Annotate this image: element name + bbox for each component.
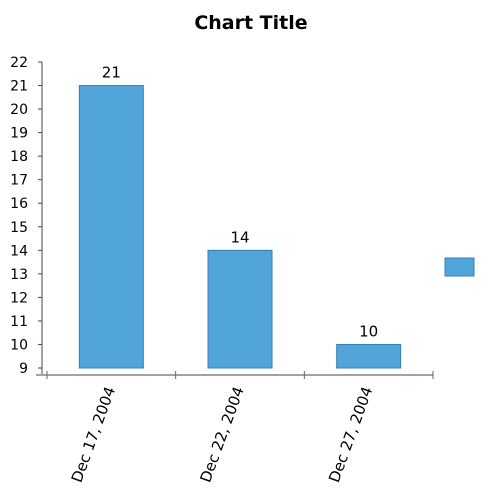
y-tick-label: 13 bbox=[10, 267, 28, 283]
bar bbox=[78, 85, 144, 369]
chart-title: Chart Title bbox=[194, 12, 307, 34]
legend-swatch bbox=[444, 257, 475, 277]
x-axis: Dec 17, 2004 Dec 22, 2004 Dec 27, 2004 bbox=[36, 371, 434, 485]
x-category-label: Dec 27, 2004 bbox=[325, 384, 376, 485]
data-label: 14 bbox=[230, 228, 249, 246]
y-tick-label: 14 bbox=[10, 243, 28, 259]
bar bbox=[207, 249, 273, 369]
y-tick-label: 9 bbox=[19, 361, 28, 377]
y-tick-label: 10 bbox=[10, 337, 28, 353]
y-tick-label: 15 bbox=[10, 220, 28, 236]
y-tick-label: 22 bbox=[10, 55, 28, 71]
y-tick-label: 17 bbox=[10, 173, 28, 189]
y-tick-label: 16 bbox=[10, 196, 28, 212]
legend bbox=[444, 257, 475, 277]
y-tick-label: 19 bbox=[10, 126, 28, 142]
data-label: 21 bbox=[102, 64, 121, 82]
x-category-label: Dec 17, 2004 bbox=[68, 384, 119, 485]
y-tick-label: 12 bbox=[10, 290, 28, 306]
y-axis: 9 10 11 12 13 14 15 16 17 18 19 20 21 22 bbox=[10, 55, 43, 377]
x-category-label: Dec 22, 2004 bbox=[196, 384, 247, 485]
y-tick-label: 11 bbox=[10, 314, 28, 330]
y-tick-label: 18 bbox=[10, 149, 28, 165]
data-label: 10 bbox=[359, 322, 378, 340]
y-tick-label: 20 bbox=[10, 102, 28, 118]
bar-series: 21 14 10 bbox=[78, 64, 402, 369]
bar bbox=[336, 343, 402, 369]
y-tick-label: 21 bbox=[10, 79, 28, 95]
